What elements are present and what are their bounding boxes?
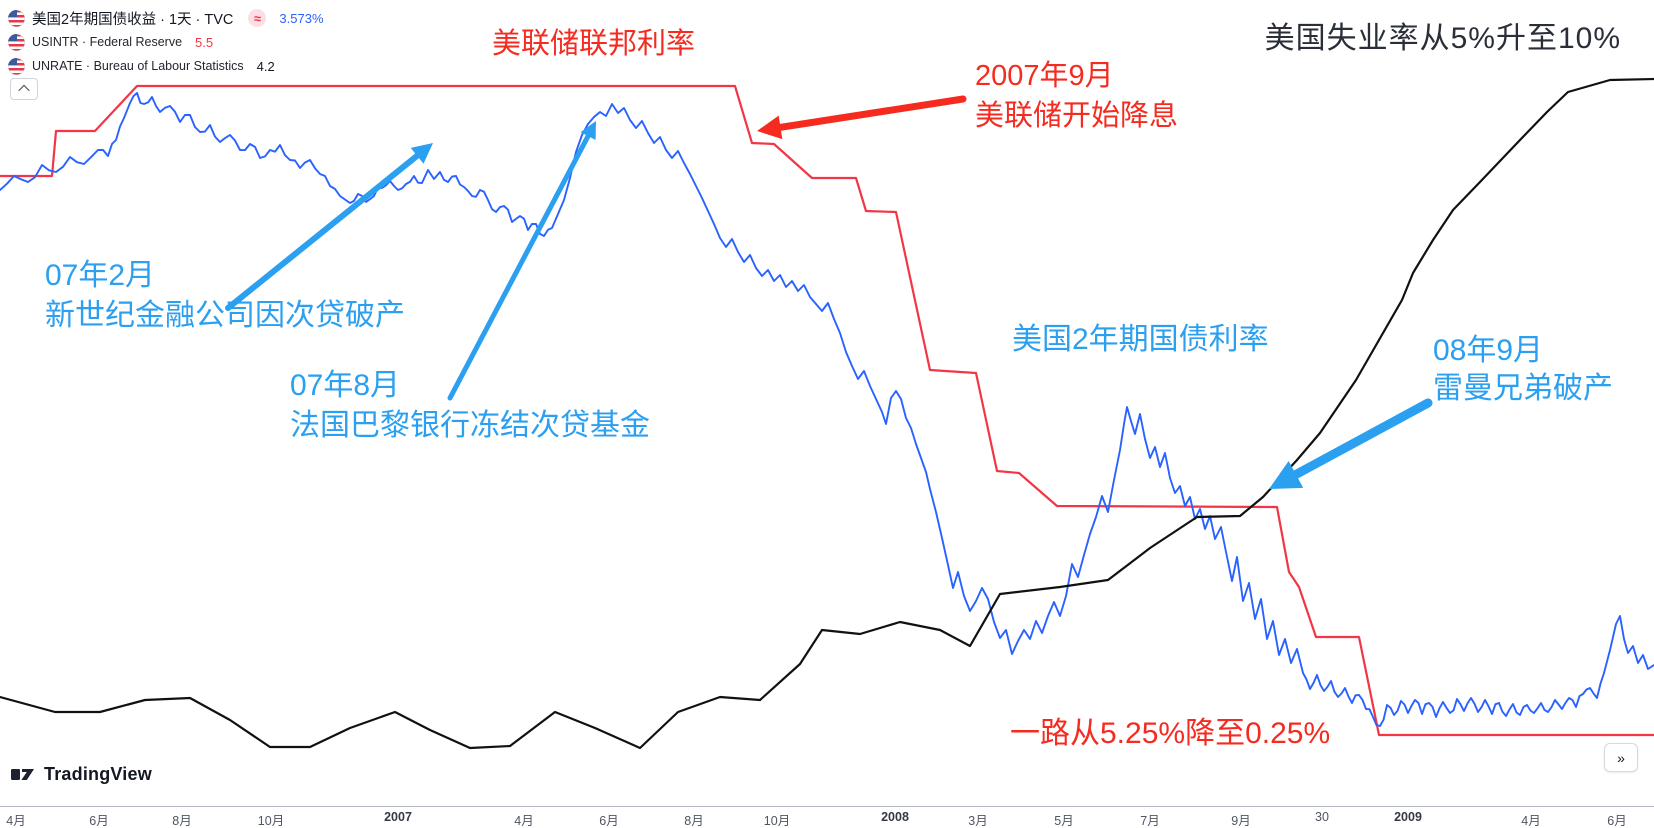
- legend-symbol-usintr: USINTR · Federal Reserve: [32, 35, 183, 49]
- tradingview-logo-text: TradingView: [44, 764, 152, 784]
- axis-tick-label: 10月: [763, 814, 791, 828]
- legend-symbol-title: 美国2年期国债收益 · 1天 · TVC: [32, 11, 234, 28]
- annotation-yield-label: 美国2年期国债利率: [1012, 323, 1269, 356]
- chevron-up-icon: [18, 84, 30, 97]
- axis-tick-label: 10月: [257, 814, 285, 828]
- annotation-fed-cut-line2: 美联储开始降息: [975, 100, 1179, 132]
- axis-tick-label: 6月: [599, 814, 619, 828]
- legend-panel: 美国2年期国债收益 · 1天 · TVC ≈ 3.573% USINTR · F…: [8, 6, 324, 78]
- axis-tick-label: 3月: [968, 814, 988, 828]
- annotation-sep08-line2: 雷曼兄弟破产: [1433, 372, 1613, 405]
- legend-symbol-unrate: UNRATE · Bureau of Labour Statistics: [32, 59, 244, 73]
- annotation-fed-cut: 2007年9月 美联储开始降息: [975, 56, 1178, 136]
- annotation-sep08: 08年9月 雷曼兄弟破产: [1433, 332, 1613, 408]
- annotation-aug07: 07年8月 法国巴黎银行冻结次贷基金: [290, 366, 650, 446]
- axis-tick-label: 4月: [1521, 814, 1541, 828]
- axis-tick-label: 6月: [89, 814, 109, 828]
- annotation-feb07: 07年2月 新世纪金融公司因次贷破产: [45, 256, 405, 336]
- page-title: 美国失业率从5%升至10%: [1264, 22, 1621, 55]
- axis-tick-label: 5月: [1054, 814, 1074, 828]
- annotation-sep08-line1: 08年9月: [1433, 334, 1544, 367]
- time-axis[interactable]: 4月 6月 8月 10月 2007 4月 6月 8月 10月 2008 3月 5月 7月 9月 30 2009…: [0, 808, 1654, 828]
- axis-tick-label: 2008: [881, 810, 909, 824]
- tradingview-logo-icon: [11, 769, 34, 780]
- annotation-feb07-line2: 新世纪金融公司因次贷破产: [45, 299, 405, 332]
- axis-tick-label: 8月: [172, 814, 192, 828]
- axis-tick-label: 8月: [684, 814, 704, 828]
- annotation-rate-path: 一路从5.25%降至0.25%: [1010, 717, 1331, 750]
- axis-tick-label: 2007: [384, 810, 412, 824]
- annotation-aug07-line1: 07年8月: [290, 369, 401, 402]
- annotation-fed-rate-label: 美联储联邦利率: [492, 28, 696, 60]
- legend-row-usintr[interactable]: USINTR · Federal Reserve 5.5: [8, 30, 324, 54]
- legend-value-usintr: 5.5: [195, 34, 214, 50]
- double-chevron-right-icon: »: [1617, 749, 1625, 766]
- axis-tick-label: 6月: [1607, 814, 1627, 828]
- tradingview-logo[interactable]: TradingView: [10, 764, 152, 785]
- expand-panel-button[interactable]: »: [1604, 743, 1638, 772]
- legend-collapse-button[interactable]: [10, 78, 38, 100]
- axis-tick-label: 30: [1315, 810, 1329, 824]
- us-flag-icon: [8, 57, 25, 75]
- axis-tick-label: 4月: [6, 814, 26, 828]
- annotation-feb07-line1: 07年2月: [45, 259, 156, 292]
- us-flag-icon: [8, 33, 25, 51]
- legend-value-us2y: 3.573%: [279, 10, 324, 26]
- time-axis-separator: [0, 806, 1654, 807]
- legend-row-us2y[interactable]: 美国2年期国债收益 · 1天 · TVC ≈ 3.573%: [8, 6, 324, 30]
- axis-tick-label: 2009: [1394, 810, 1422, 824]
- approx-status-icon[interactable]: ≈: [248, 9, 267, 27]
- legend-row-unrate[interactable]: UNRATE · Bureau of Labour Statistics 4.2: [8, 54, 324, 78]
- axis-tick-label: 7月: [1140, 814, 1160, 828]
- axis-tick-label: 4月: [514, 814, 534, 828]
- axis-tick-label: 9月: [1231, 814, 1251, 828]
- us-flag-icon: [8, 9, 25, 27]
- annotation-aug07-line2: 法国巴黎银行冻结次贷基金: [290, 409, 650, 442]
- annotation-fed-cut-line1: 2007年9月: [975, 60, 1114, 92]
- legend-value-unrate: 4.2: [256, 58, 275, 74]
